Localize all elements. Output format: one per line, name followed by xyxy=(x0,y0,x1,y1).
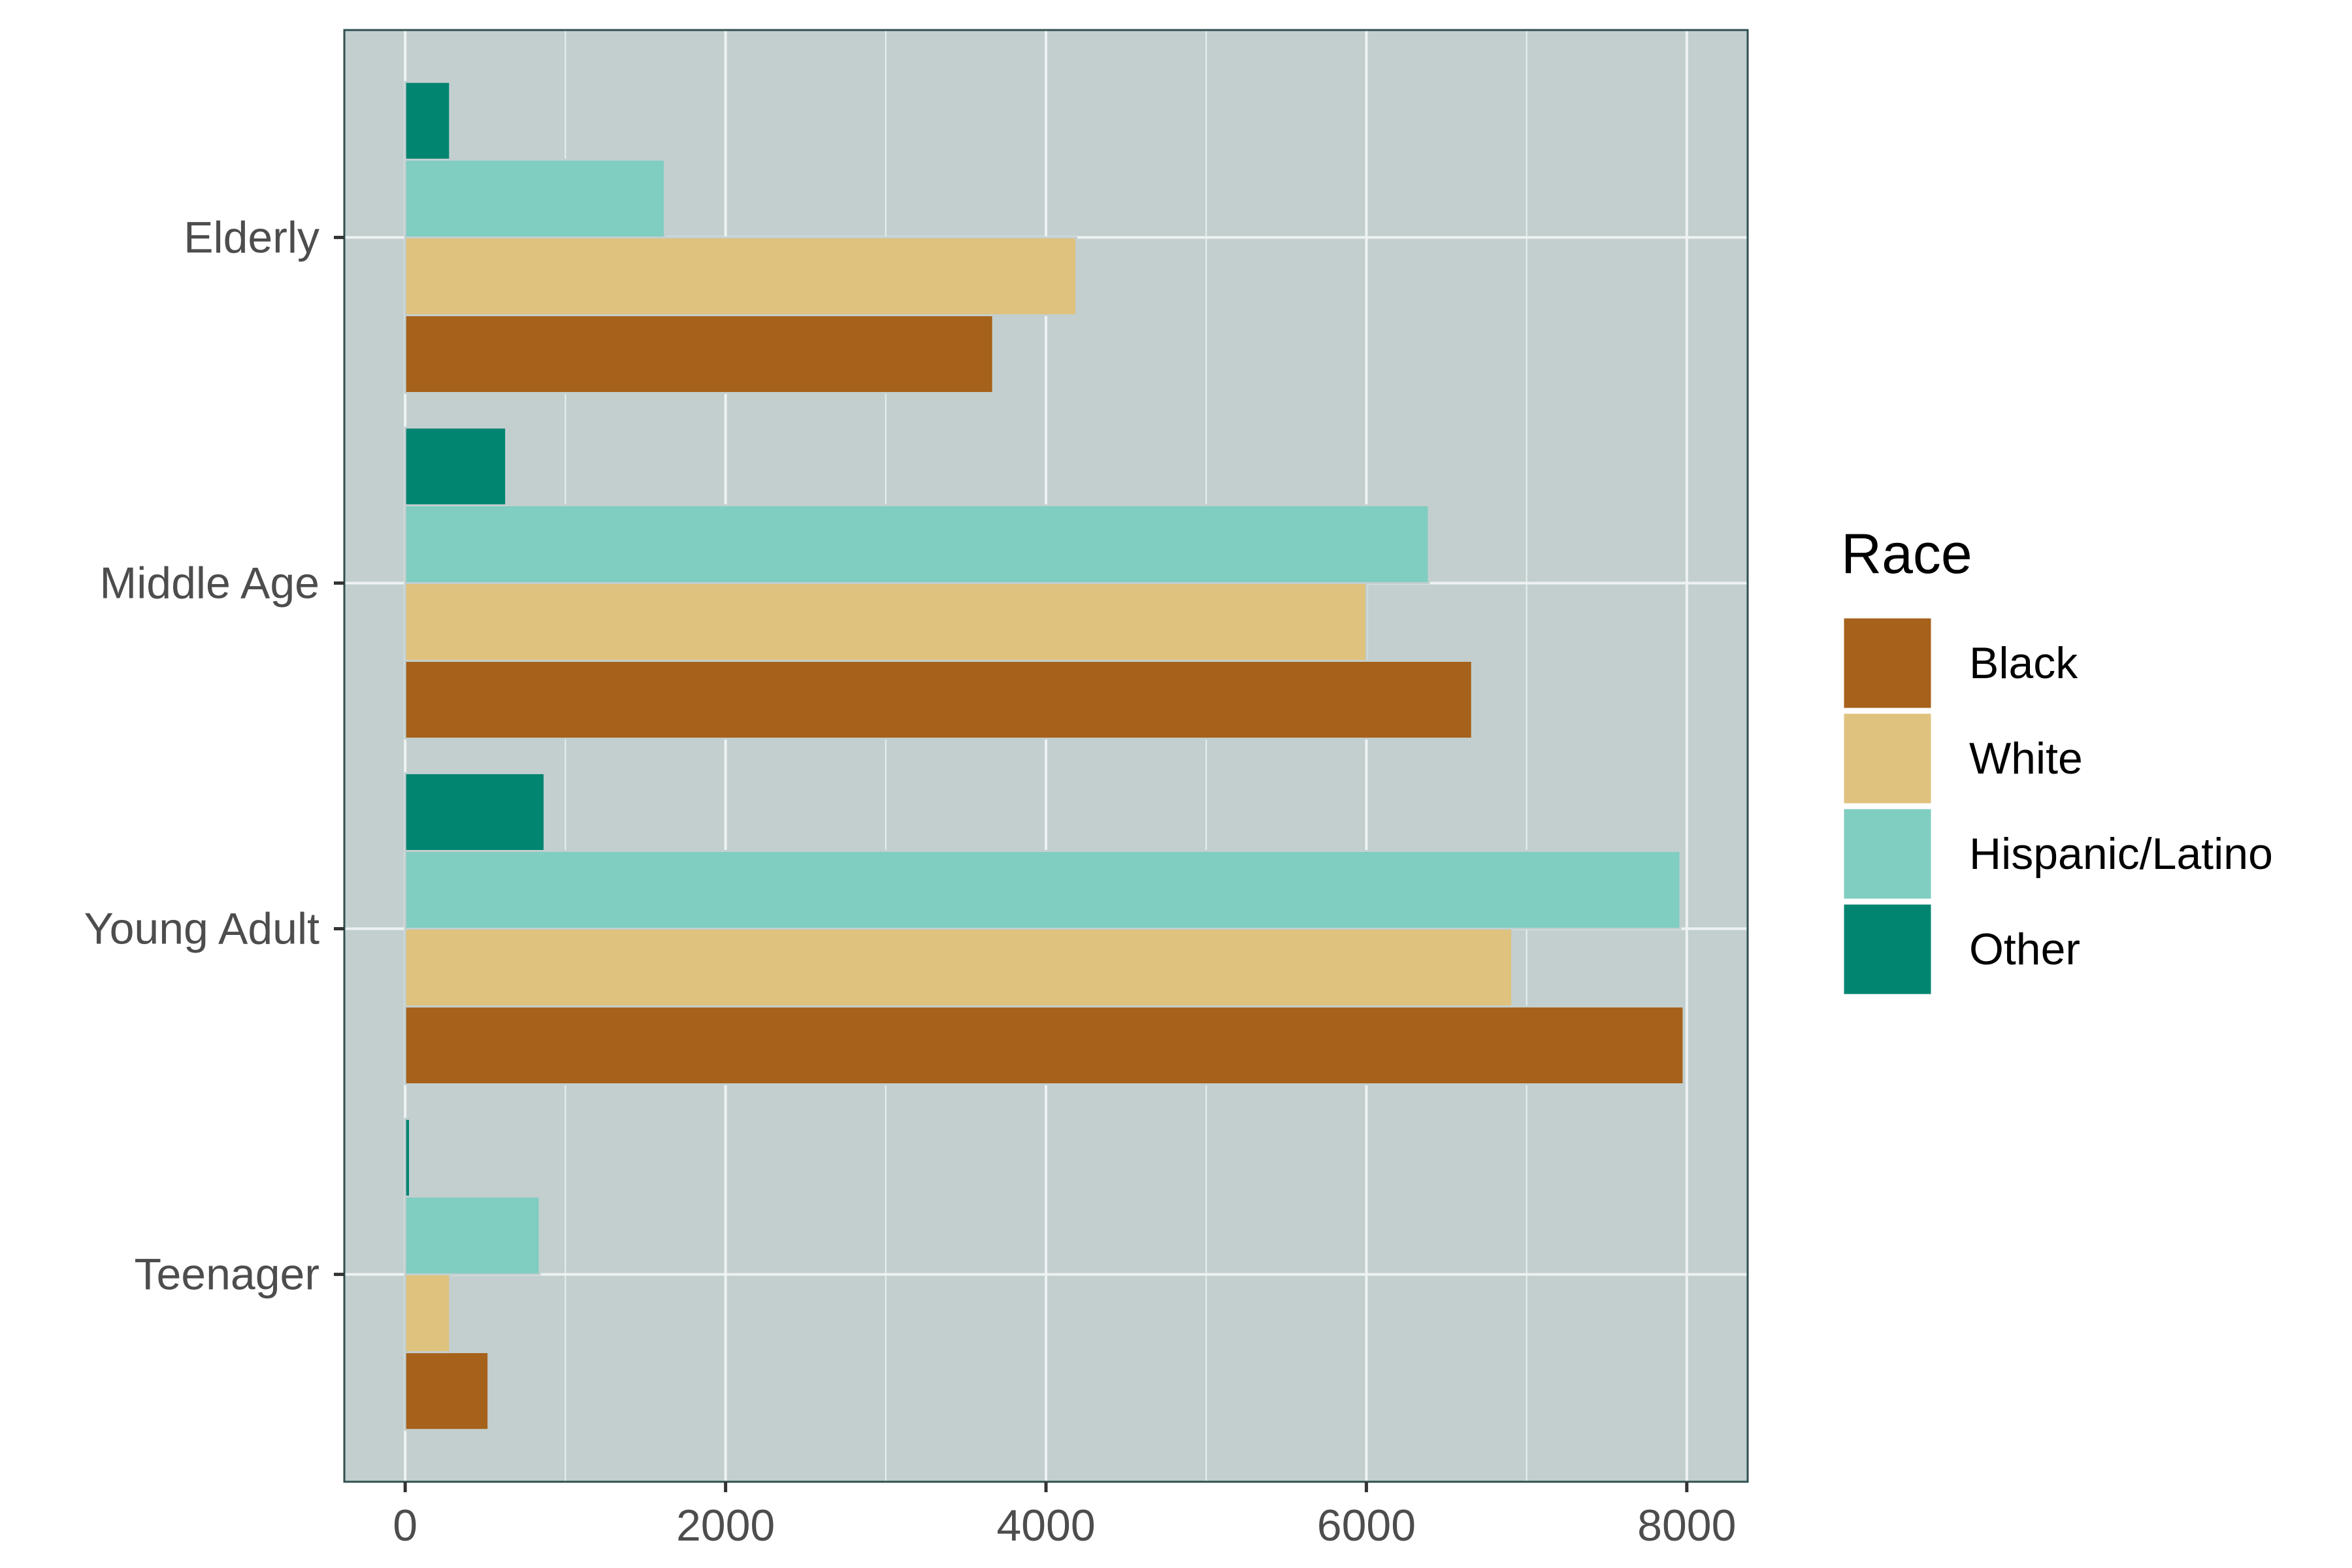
bar xyxy=(404,1005,1685,1086)
y-tick-label: Young Adult xyxy=(84,904,319,954)
bar xyxy=(404,80,451,161)
bar xyxy=(404,426,508,506)
bar xyxy=(404,849,1682,930)
bar xyxy=(404,314,994,395)
legend-key xyxy=(1842,902,1933,996)
legend-title: Race xyxy=(1841,523,1972,585)
bars xyxy=(404,80,1685,1431)
legend-key xyxy=(1842,807,1933,901)
legend-key xyxy=(1842,616,1933,710)
bar xyxy=(404,581,1367,662)
legend-label: Hispanic/Latino xyxy=(1969,829,2273,879)
bar xyxy=(404,504,1430,584)
x-tick-label: 8000 xyxy=(1637,1501,1736,1550)
legend-label: Other xyxy=(1969,924,2080,974)
y-tick-label: Middle Age xyxy=(100,558,319,608)
x-axis: 0 2000 4000 6000 8000 xyxy=(393,1482,1736,1550)
legend-items: Black White Hispanic/Latino Other xyxy=(1842,616,2273,996)
x-tick-label: 6000 xyxy=(1317,1501,1416,1550)
x-tick-label: 2000 xyxy=(676,1501,775,1550)
y-tick-label: Teenager xyxy=(134,1250,319,1299)
bar xyxy=(404,772,546,852)
legend-label: White xyxy=(1969,734,2083,783)
bar xyxy=(404,660,1473,740)
y-tick-label: Elderly xyxy=(184,212,319,262)
x-tick-label: 4000 xyxy=(996,1501,1095,1550)
bar xyxy=(404,1196,541,1276)
x-tick-label: 0 xyxy=(393,1501,417,1550)
bar xyxy=(404,236,1078,316)
y-axis: Teenager Young Adult Middle Age Elderly xyxy=(84,212,344,1299)
bar xyxy=(404,158,666,238)
bar xyxy=(404,1273,451,1354)
bar xyxy=(404,1118,412,1198)
bar xyxy=(404,1351,490,1431)
legend: Race Black White Hispanic/Latino Other xyxy=(1841,523,2273,996)
bar xyxy=(404,928,1514,1008)
legend-key xyxy=(1842,711,1933,806)
legend-label: Black xyxy=(1969,638,2078,688)
